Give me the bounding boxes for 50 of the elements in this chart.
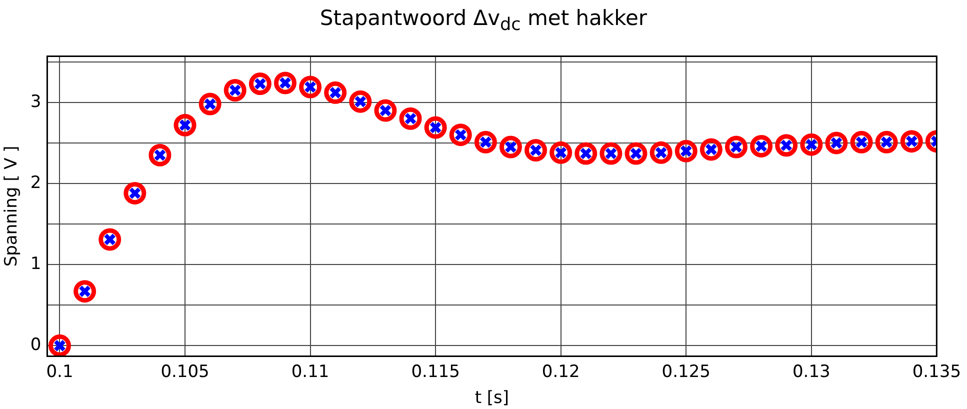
point (624, 142, 648, 165)
y-axis-title: Spanning [ V ] (2, 146, 22, 267)
x-tick-label: 0.105 (160, 362, 210, 382)
point (574, 142, 598, 165)
x-tick-label: 0.11 (291, 362, 330, 382)
point (324, 81, 347, 104)
x-tick-label: 0.115 (411, 362, 460, 382)
point (750, 134, 773, 158)
point (900, 130, 923, 153)
point (600, 142, 622, 165)
point (550, 141, 572, 164)
point (174, 114, 196, 136)
point (374, 99, 397, 122)
point (424, 116, 447, 139)
x-axis-title: t [s] (474, 388, 510, 408)
y-tick-label: 1 (30, 254, 42, 274)
x-tick-label: 0.125 (662, 362, 710, 382)
point (198, 92, 222, 116)
point (499, 136, 522, 158)
point (724, 136, 748, 158)
point (700, 138, 722, 161)
point (449, 124, 472, 146)
point (399, 107, 422, 130)
y-tick-label: 0 (30, 335, 42, 356)
point (74, 280, 96, 303)
point (299, 76, 322, 98)
point (98, 228, 122, 251)
point (148, 144, 172, 166)
point (800, 133, 823, 156)
point (875, 130, 898, 154)
point (474, 130, 497, 154)
point (775, 134, 798, 157)
point (124, 182, 146, 204)
point (650, 141, 672, 164)
x-tick-label: 0.135 (912, 362, 961, 382)
point (248, 72, 272, 96)
point (524, 139, 548, 162)
y-tick-label: 2 (30, 172, 42, 193)
x-tick-label: 0.12 (542, 362, 580, 382)
point (850, 130, 873, 154)
point (674, 140, 698, 162)
y-tick-label: 3 (30, 92, 42, 112)
x-tick-label: 0.1 (46, 362, 74, 382)
point (224, 79, 246, 102)
point (825, 132, 848, 154)
x-tick-label: 0.13 (792, 362, 830, 382)
chart-title: Stapantwoord Δv$_{dc}$ met hakker (318, 6, 648, 36)
point (274, 72, 296, 94)
point (48, 334, 71, 356)
point (349, 90, 372, 113)
